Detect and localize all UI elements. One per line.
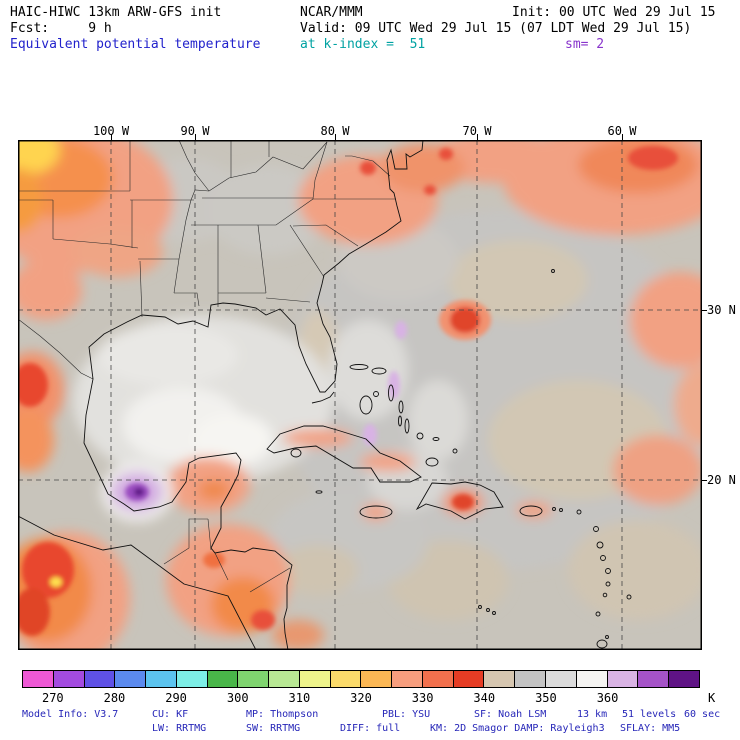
y-tick-label: 30 N xyxy=(707,303,736,317)
x-tick-mark xyxy=(622,134,623,140)
colorbar-segment xyxy=(269,671,300,687)
x-tick-mark xyxy=(477,134,478,140)
map-frame xyxy=(18,140,702,650)
footer-item: CU: KF xyxy=(152,709,189,720)
level-label: at k-index = 51 xyxy=(300,37,426,52)
colorbar-segment xyxy=(176,671,208,687)
x-tick-mark xyxy=(195,134,196,140)
x-tick-label: 100 W xyxy=(92,124,130,138)
cuba-island xyxy=(266,425,422,483)
florida-keys xyxy=(311,391,335,404)
colorbar-segment xyxy=(238,671,270,687)
smoothing-label: sm= 2 xyxy=(565,37,605,52)
footer-line-2: LW: RRTMG SW: RRTMG DIFF: full KM: 2D Smago… xyxy=(0,723,740,735)
colorbar-segment xyxy=(422,671,454,687)
colorbar-segment xyxy=(576,671,608,687)
colorbar-segment xyxy=(453,671,485,687)
forecast-hour: Fcst: 9 h xyxy=(10,21,112,36)
coastlines xyxy=(18,140,632,650)
footer-item: SW: RRTMG xyxy=(246,723,301,734)
y-tick-mark xyxy=(702,310,707,311)
colorbar-segment xyxy=(607,671,639,687)
colorbar-segment xyxy=(669,671,699,687)
footer-item: 13 km xyxy=(577,709,608,720)
footer-item: PBL: YSU xyxy=(382,709,431,720)
colorbar-segment xyxy=(392,671,423,687)
colorbar-segment xyxy=(53,671,85,687)
colorbar-segment xyxy=(115,671,147,687)
jamaica-island xyxy=(359,505,393,519)
footer-item: Model Info: V3.7 xyxy=(22,709,119,720)
model-title: HAIC-HIWC 13km ARW-GFS init xyxy=(10,5,222,20)
colorbar-segment xyxy=(207,671,239,687)
lesser-antilles-islands xyxy=(315,269,632,649)
x-tick-label: 70 W xyxy=(462,124,492,138)
colorbar-segment xyxy=(484,671,516,687)
x-tick-mark xyxy=(335,134,336,140)
puerto-rico-island xyxy=(519,505,543,517)
colorbar-segment xyxy=(638,671,670,687)
theta-e-field xyxy=(18,140,702,650)
init-time: Init: 00 UTC Wed 29 Jul 15 xyxy=(512,5,716,20)
footer-item: SFLAY: MM5 xyxy=(620,723,681,734)
gridlines xyxy=(18,140,702,650)
org-label: NCAR/MMM xyxy=(300,5,363,20)
x-tick-label: 90 W xyxy=(180,124,210,138)
pacific-coastline xyxy=(18,515,257,650)
map-canvas xyxy=(18,140,702,650)
valid-time: Valid: 09 UTC Wed 29 Jul 15 (07 LDT Wed … xyxy=(300,21,692,36)
hispaniola-island xyxy=(415,481,504,520)
colorbar-segment xyxy=(84,671,116,687)
field-name: Equivalent potential temperature xyxy=(10,37,261,52)
y-tick-mark xyxy=(702,480,707,481)
colorbar-segment xyxy=(546,671,577,687)
footer-line-1: Model Info: V3.7 CU: KF MP: Thompson PBL: Y… xyxy=(0,709,740,721)
x-tick-mark xyxy=(111,134,112,140)
colorbar-segment xyxy=(515,671,547,687)
y-tick-label: 20 N xyxy=(707,473,736,487)
x-tick-label: 80 W xyxy=(320,124,350,138)
colorbar-segment xyxy=(146,671,177,687)
colorbar-unit: K xyxy=(708,691,716,705)
footer-item: 51 levels xyxy=(622,709,677,720)
colorbar-segment xyxy=(299,671,331,687)
footer-item: 60 sec xyxy=(684,709,721,720)
footer-item: MP: Thompson xyxy=(246,709,319,720)
footer-item: LW: RRTMG xyxy=(152,723,207,734)
footer-item: SF: Noah LSM xyxy=(474,709,547,720)
colorbar-segment xyxy=(23,671,54,687)
colorbar-segment xyxy=(361,671,393,687)
x-tick-label: 60 W xyxy=(607,124,637,138)
footer-item: KM: 2D Smagor DAMP: Rayleigh3 xyxy=(430,723,605,734)
colorbar-segments xyxy=(22,670,700,688)
colorbar-segment xyxy=(330,671,362,687)
state-borders xyxy=(18,140,396,593)
isla-juventud xyxy=(290,448,302,458)
footer-item: DIFF: full xyxy=(340,723,401,734)
mainland-coastline xyxy=(83,140,424,650)
bahamas-islands xyxy=(349,364,458,467)
